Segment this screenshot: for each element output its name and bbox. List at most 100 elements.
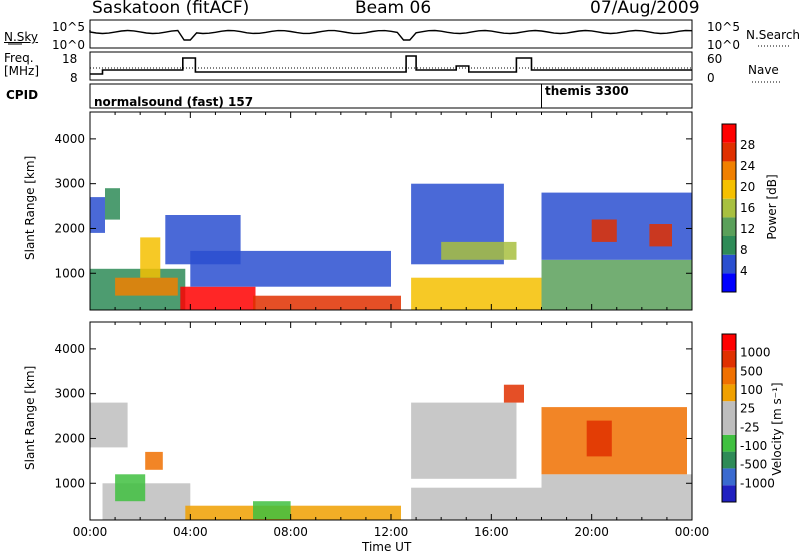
power-colorbar-cell [722,142,736,162]
velocity-colorbar-cell [722,485,736,502]
velocity-data-region [90,402,128,448]
power-ytick-label: 3000 [54,177,85,191]
nsearch-label: N.Search [746,28,800,42]
power-colorbar-cell [722,124,736,143]
nave-tick-high: 60 [707,52,723,66]
power-colorbar-tick: 24 [740,159,755,173]
noise-tick-low: 10^0 [52,38,85,52]
power-data-region [441,241,517,260]
power-data-region [591,219,617,242]
freq-series-line [90,55,692,75]
velocity-colorbar-cell [722,401,736,418]
noise-right-tick-low: 10^0 [707,38,740,52]
x-tick-label: 00:00 [73,525,108,539]
velocity-colorbar-tick: 100 [740,383,763,397]
power-colorbar-cell [722,161,736,180]
power-data-region [140,237,161,278]
velocity-data-region [503,384,524,403]
power-colorbar-tick: 28 [740,138,755,152]
power-colorbar-cell [722,236,736,255]
cpid-panel-frame [89,83,693,109]
velocity-colorbar-cell [722,418,736,435]
date-title: 07/Aug/2009 [590,0,700,18]
velocity-ytick-label: 2000 [54,431,85,445]
power-ytick-label: 1000 [54,266,85,280]
velocity-colorbar-cell [722,350,736,368]
x-tick-label: 04:00 [173,525,208,539]
nave-tick-low: 0 [707,71,715,85]
velocity-colorbar-tick: 25 [740,402,755,416]
velocity-data-region [145,451,163,470]
velocity-data-region [411,402,517,479]
power-data-region [649,224,672,247]
cpid-label: CPID [6,88,39,102]
noise-tick-high: 10^5 [52,20,85,34]
power-data-region [190,250,391,287]
cpid-mode-1: normalsound (fast) 157 [94,95,254,109]
velocity-colorbar-tick: -500 [740,458,767,472]
velocity-data-region [541,407,687,475]
velocity-colorbar-tick: -100 [740,439,767,453]
x-tick-label: 00:00 [675,525,710,539]
power-colorbar-cell [722,180,736,199]
noise-series-line [89,29,693,41]
power-data-region [90,197,105,233]
power-colorbar-cell [722,198,736,218]
velocity-colorbar-tick: -1000 [740,476,775,490]
velocity-ytick-label: 1000 [54,476,85,490]
velocity-data-region [541,474,692,520]
power-data-region [541,259,692,310]
x-axis-label: Time UT [362,540,412,554]
cpid-mode-2: themis 3300 [545,84,629,98]
nsky-label: N.Sky [4,30,39,44]
velocity-colorbar-tick: 1000 [740,346,771,360]
x-tick-label: 08:00 [273,525,308,539]
velocity-colorbar-label: Velocity [m s⁻¹] [770,382,784,476]
power-colorbar-cell [722,273,736,292]
velocity-colorbar-cell [722,367,736,385]
velocity-colorbar-tick: 500 [740,364,763,378]
power-colorbar-tick: 12 [740,222,755,236]
power-colorbar-tick: 16 [740,201,755,215]
freq-tick-high: 18 [62,52,78,66]
radar-title: Saskatoon (fitACF) [92,0,250,18]
power-colorbar-tick: 8 [740,243,748,257]
freq-panel-frame [89,51,693,81]
velocity-colorbar-cell [722,468,736,486]
velocity-data-region [115,474,146,502]
freq-label-2: [MHz] [4,64,40,78]
x-tick-label: 20:00 [574,525,609,539]
nave-label: Nave [748,63,779,77]
velocity-colorbar-cell [722,451,736,469]
power-data-region [180,286,256,310]
power-colorbar-frame [721,123,737,293]
power-data-region [115,277,178,296]
power-ylabel: Slant Range [km] [23,155,37,260]
velocity-colorbar-frame [721,333,737,503]
x-tick-label: 16:00 [474,525,509,539]
power-data-region [411,277,542,310]
power-colorbar-label: Power [dB] [765,174,779,240]
velocity-data-region [185,505,401,520]
velocity-data-region [253,501,291,520]
power-ytick-label: 4000 [54,132,85,146]
freq-label-1: Freq. [4,51,34,65]
velocity-data-region [586,420,612,457]
power-data-region [105,188,120,220]
noise-panel-frame [89,19,693,49]
velocity-ytick-label: 4000 [54,342,85,356]
power-colorbar-tick: 4 [740,264,748,278]
beam-title: Beam 06 [355,0,432,18]
power-colorbar-cell [722,254,736,274]
power-ytick-label: 2000 [54,221,85,235]
velocity-colorbar-cell [722,434,736,452]
power-colorbar-tick: 20 [740,180,755,194]
velocity-colorbar-cell [722,384,736,402]
x-tick-label: 12:00 [374,525,409,539]
velocity-colorbar-tick: -25 [740,420,760,434]
velocity-colorbar-cell [722,334,736,351]
velocity-data-region [411,487,542,520]
noise-right-tick-high: 10^5 [707,20,740,34]
velocity-ytick-label: 3000 [54,387,85,401]
